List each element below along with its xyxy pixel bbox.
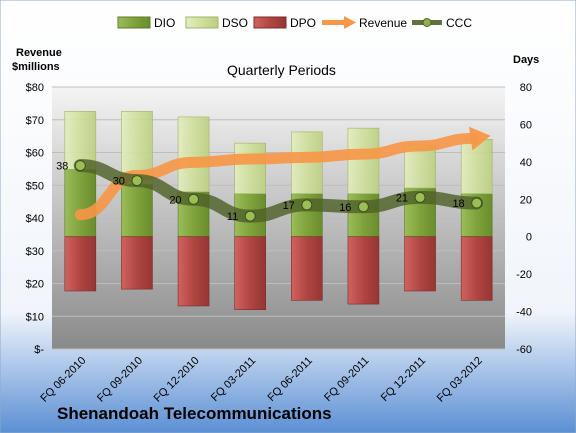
left-tick-label: $80 [26, 82, 44, 94]
ccc-data-label: 30 [113, 176, 125, 188]
right-tick-label: -20 [516, 269, 532, 281]
bar-dpo [64, 236, 97, 292]
ccc-data-label: 38 [56, 161, 68, 173]
ccc-point [301, 199, 313, 211]
bar-dpo [234, 236, 266, 310]
legend-swatch-dpo [253, 16, 287, 29]
ccc-point [188, 193, 200, 205]
ccc-series [73, 159, 484, 223]
right-tick-label: 0 [526, 232, 532, 244]
left-tick-label: $50 [26, 180, 44, 192]
plot-title: Quarterly Periods [227, 62, 336, 78]
ccc-point [74, 160, 86, 172]
ccc-point [131, 175, 143, 187]
ccc-point [357, 201, 369, 213]
right-tick-label: 20 [520, 194, 532, 206]
ccc-data-label: 21 [396, 192, 408, 204]
ccc-data-label: 18 [452, 198, 464, 210]
left-axis-title-line2: $millions [12, 61, 60, 73]
bar-dpo [177, 236, 210, 307]
bars-group [64, 111, 493, 310]
legend-label-ccc: CCC [446, 16, 472, 30]
bar-dpo [291, 236, 323, 301]
legend-swatch-revenue [322, 16, 356, 29]
left-tick-label: $40 [26, 213, 44, 225]
legend-label-dio: DIO [154, 16, 175, 30]
legend-label-dpo: DPO [290, 16, 316, 30]
legend-swatch-dio [117, 16, 151, 29]
bar-dso [404, 144, 436, 189]
left-tick-label: $10 [26, 311, 44, 323]
right-tick-label: 40 [520, 157, 532, 169]
ccc-point [471, 197, 483, 209]
bar-dso [234, 142, 266, 194]
left-tick-label: $60 [26, 148, 44, 160]
left-axis: $- $10 $20 $30 $40 $50 $60 $70 $80 [26, 82, 45, 356]
right-tick-label: 60 [520, 119, 532, 131]
bar-dpo [460, 236, 493, 301]
legend: DIO DSO DPO Revenue CCC [117, 16, 472, 30]
bar-dso [347, 127, 380, 194]
legend-swatch-dso [185, 16, 219, 29]
ccc-point [244, 210, 256, 222]
right-tick-label: 80 [520, 82, 532, 94]
left-tick-label: $30 [26, 246, 44, 258]
bar-dso [177, 116, 210, 193]
left-tick-label: $20 [26, 279, 44, 291]
ccc-data-label: 17 [283, 200, 295, 212]
left-tick-label: $- [34, 344, 44, 356]
bar-dpo [404, 236, 436, 292]
company-name: Shenandoah Telecommunications [57, 404, 332, 423]
bar-dpo [347, 236, 380, 305]
legend-label-revenue: Revenue [359, 16, 407, 30]
legend-label-dso: DSO [222, 16, 248, 30]
right-tick-label: -40 [516, 307, 532, 319]
ccc-data-label: 16 [339, 202, 351, 214]
bar-dso [460, 139, 493, 194]
legend-swatch-ccc [412, 18, 442, 27]
left-tick-label: $70 [26, 115, 44, 127]
data-labels: 38 30 20 11 17 16 21 18 [56, 161, 465, 224]
revenue-arrowhead [469, 126, 491, 151]
left-axis-title-line1: Revenue [16, 47, 62, 59]
right-tick-label: -60 [516, 344, 532, 356]
bar-dio [64, 169, 97, 238]
ccc-data-label: 11 [227, 211, 238, 223]
bar-dio [121, 184, 153, 238]
ccc-point [414, 191, 426, 203]
right-axis-title: Days [513, 54, 539, 66]
bar-dpo [121, 236, 153, 290]
right-axis: -60 -40 -20 0 20 40 60 80 [516, 82, 532, 356]
ccc-data-label: 20 [169, 194, 181, 206]
